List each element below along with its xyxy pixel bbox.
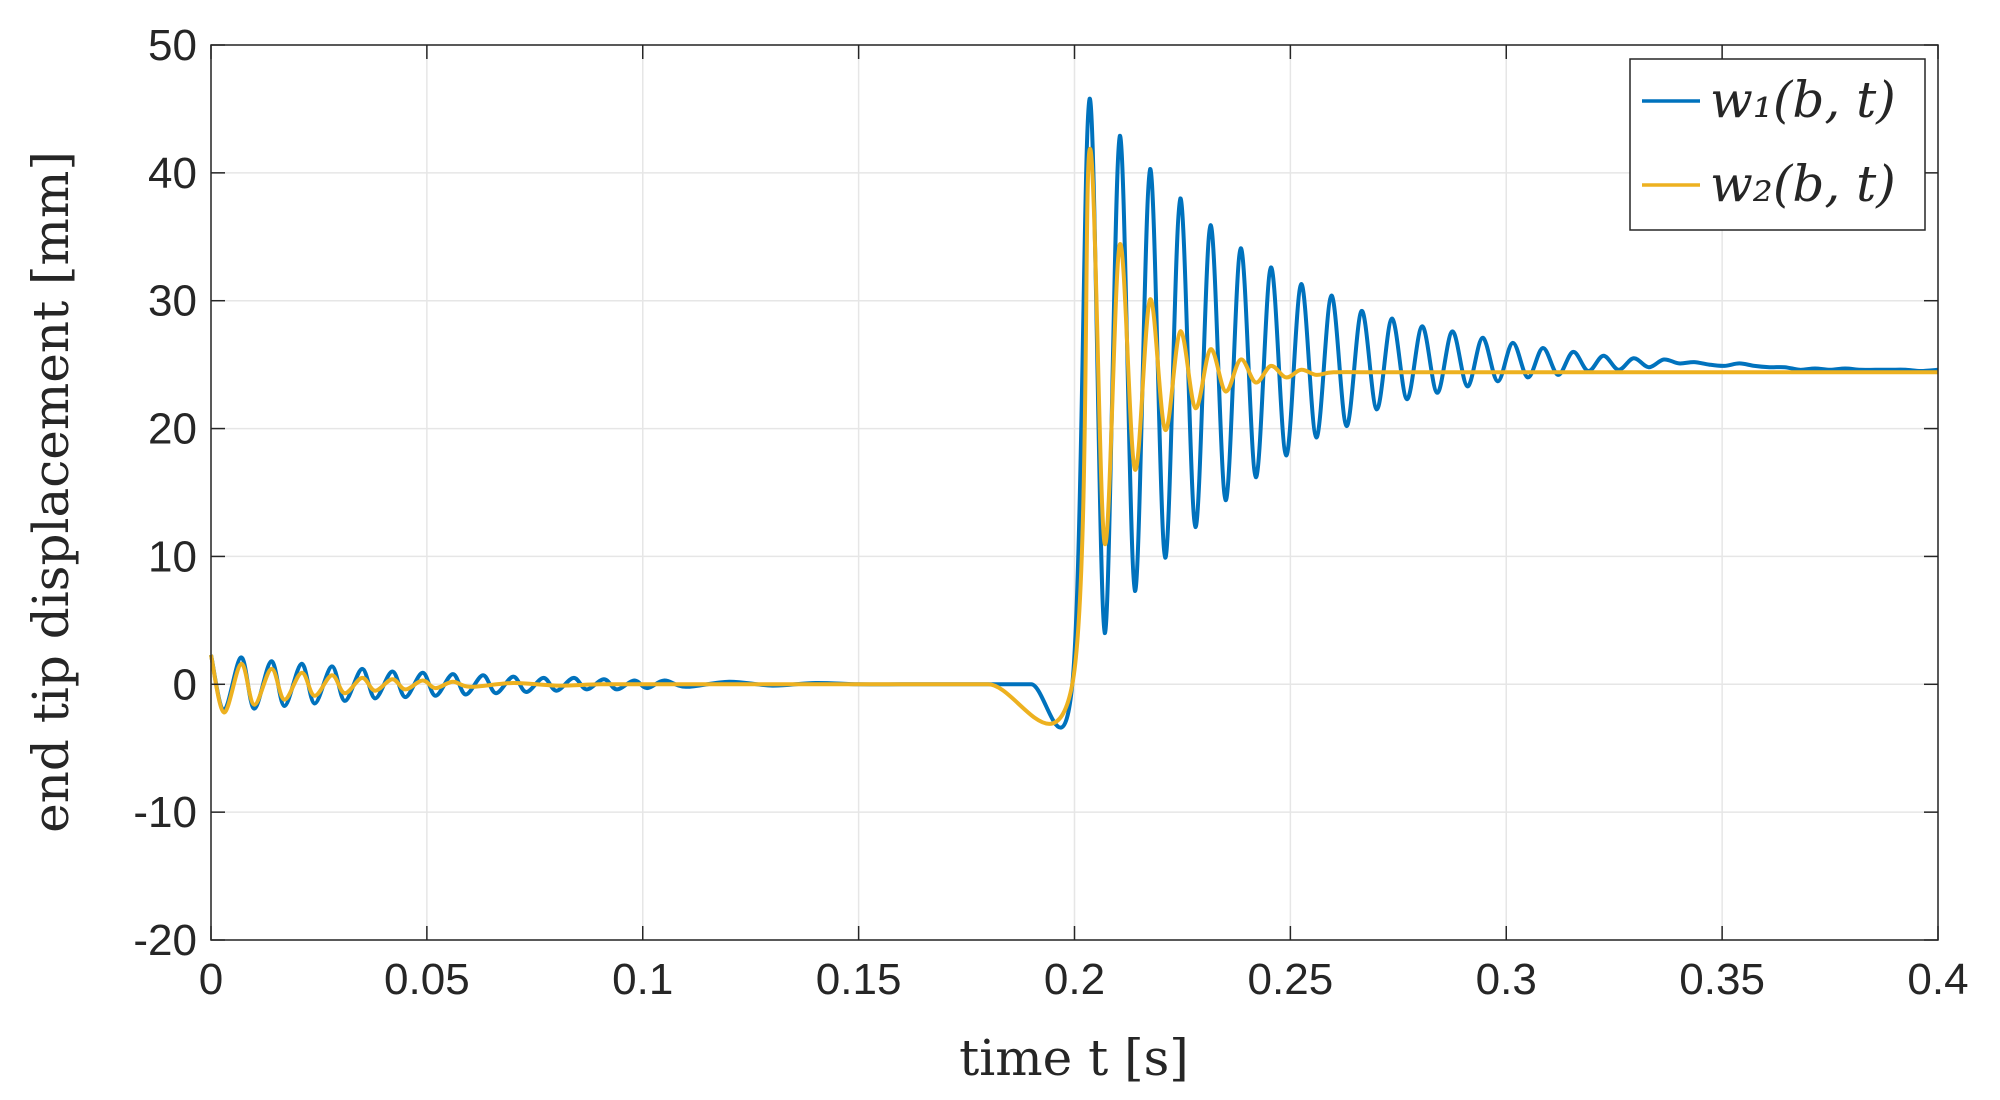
x-axis-label: time t [s]	[959, 1029, 1189, 1087]
y-tick-label: -10	[133, 788, 197, 837]
legend: w₁(b, t) w₂(b, t)	[1629, 58, 1926, 231]
x-tick-label: 0.3	[1476, 955, 1537, 1004]
legend-label-w1: w₁(b, t)	[1710, 71, 1896, 129]
y-tick-label: 40	[148, 149, 197, 198]
x-tick-label: 0.35	[1679, 955, 1765, 1004]
y-tick-label: 0	[173, 660, 197, 709]
y-tick-label: 10	[148, 532, 197, 581]
y-axis-label: end tip displacement [mm]	[22, 151, 80, 833]
series-line-w2	[209, 147, 1938, 726]
y-tick-label: -20	[133, 916, 197, 965]
legend-box	[1629, 58, 1926, 231]
legend-label-w2: w₂(b, t)	[1710, 155, 1896, 213]
x-tick-label: 0.4	[1907, 955, 1968, 1004]
x-tick-label: 0.15	[816, 955, 902, 1004]
y-tick-label: 30	[148, 277, 197, 326]
series-layer	[209, 96, 1939, 730]
x-tick-label: 0.05	[384, 955, 470, 1004]
x-axis: 0 0.05 0.1 0.15 0.2 0.25 0.3 0.35 0.4	[199, 45, 1969, 1004]
x-tick-label: 0	[199, 955, 223, 1004]
x-tick-label: 0.25	[1248, 955, 1334, 1004]
x-tick-label: 0.2	[1044, 955, 1105, 1004]
y-tick-label: 20	[148, 405, 197, 454]
x-tick-label: 0.1	[612, 955, 673, 1004]
y-tick-label: 50	[148, 21, 197, 70]
y-axis: -20 -10 0 10 20 30 40 50	[133, 21, 1938, 965]
